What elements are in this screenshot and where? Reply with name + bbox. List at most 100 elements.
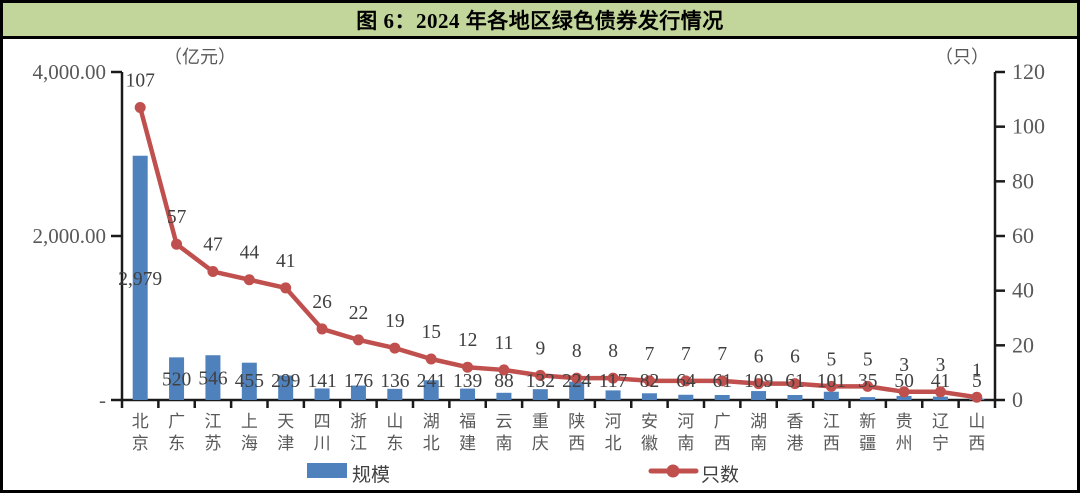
count-value-label: 47 [203, 235, 223, 256]
count-value-label: 57 [167, 207, 187, 228]
right-axis-tick-label: 80 [1012, 168, 1034, 193]
combo-chart: 4,000.00 2,000.00 - 120 100 80 60 40 20 0 （亿元） （只） 2… [33, 47, 1046, 486]
count-marker-陕西 [571, 372, 583, 384]
bar-四川 [314, 388, 330, 400]
bar-陕西 [569, 381, 585, 400]
count-value-label: 8 [572, 341, 582, 362]
bar-value-label: 299 [271, 371, 300, 392]
count-marker-贵州 [898, 386, 910, 398]
category-label-广西: 广西 [714, 412, 731, 453]
bar-value-label: 136 [380, 371, 410, 392]
count-marker-福建 [462, 361, 474, 373]
bar-value-label: 176 [344, 371, 374, 392]
bar-value-label: 224 [562, 371, 592, 392]
bar-value-label: 109 [744, 371, 773, 392]
category-label-山东: 山东 [386, 412, 403, 453]
bar-value-label: 88 [494, 371, 514, 392]
bar-浙江 [350, 385, 366, 400]
legend-label-line: 只数 [701, 464, 739, 486]
bar-上海 [241, 362, 257, 400]
count-value-label: 8 [608, 341, 618, 362]
count-value-label: 3 [936, 355, 946, 376]
count-value-label: 3 [899, 355, 909, 376]
bar-香港 [787, 394, 803, 400]
left-axis-tick-label: 4,000.00 [33, 60, 107, 84]
bar-辽宁 [932, 396, 948, 400]
count-marker-新疆 [862, 380, 874, 392]
count-value-label: 7 [717, 344, 727, 365]
count-marker-广东 [171, 238, 183, 250]
count-marker-北京 [134, 102, 146, 114]
count-value-label: 6 [754, 347, 764, 368]
bar-河北 [605, 390, 621, 400]
bar-value-label: 117 [599, 371, 628, 392]
count-value-label: 5 [863, 349, 873, 370]
count-marker-重庆 [534, 369, 546, 381]
count-marker-天津 [280, 282, 292, 294]
figure-title-bar: 图 6：2024 年各地区绿色债券发行情况 [3, 3, 1077, 39]
count-marker-辽宁 [934, 386, 946, 398]
bar-value-label: 2,979 [118, 269, 162, 290]
bar-山东 [387, 388, 403, 400]
category-label-新疆: 新疆 [859, 412, 876, 453]
bar-value-label: 82 [640, 371, 660, 392]
right-axis-tick-label: 120 [1012, 59, 1045, 84]
count-marker-上海 [243, 274, 255, 286]
bar-湖南 [751, 391, 767, 400]
bar-广西 [714, 394, 730, 400]
bar-value-label: 50 [894, 371, 914, 392]
count-marker-湖南 [753, 378, 765, 390]
bar-重庆 [532, 389, 548, 400]
category-label-上海: 上海 [241, 412, 258, 453]
left-axis-unit-label: （亿元） [164, 47, 236, 67]
right-axis-tick-label: 0 [1012, 387, 1023, 412]
legend-swatch-bar [307, 463, 347, 478]
category-label-河南: 河南 [677, 412, 694, 453]
count-line [137, 105, 980, 400]
category-label-江西: 江西 [823, 412, 840, 453]
count-marker-江苏 [207, 266, 219, 278]
count-value-label: 1 [972, 360, 982, 381]
category-label-四川: 四川 [314, 412, 331, 453]
category-label-湖南: 湖南 [750, 412, 767, 453]
left-axis-tick-label: - [99, 388, 106, 412]
count-value-label: 15 [421, 322, 441, 343]
bar-value-label: 520 [162, 370, 191, 391]
category-label-安徽: 安徽 [641, 412, 658, 453]
category-label-陕西: 陕西 [568, 412, 585, 453]
bar-新疆 [860, 397, 876, 400]
count-marker-浙江 [352, 334, 364, 346]
count-value-label: 41 [276, 251, 296, 272]
bar-value-label: 41 [931, 371, 951, 392]
count-marker-江西 [825, 380, 837, 392]
count-value-label: 22 [349, 303, 369, 324]
bar-value-label: 101 [817, 371, 846, 392]
count-marker-安徽 [643, 375, 655, 387]
figure-title: 图 6：2024 年各地区绿色债券发行情况 [356, 8, 724, 33]
bar-北京 [132, 155, 148, 400]
count-marker-四川 [316, 323, 328, 335]
bar-value-label: 64 [676, 371, 696, 392]
bar-天津 [278, 375, 294, 400]
right-axis-tick-label: 20 [1012, 332, 1034, 357]
bar-value-label: 5 [972, 371, 982, 392]
bar-value-label: 455 [235, 371, 264, 392]
bar-江苏 [205, 355, 221, 400]
right-axis-tick-label: 40 [1012, 278, 1034, 303]
count-marker-云南 [498, 364, 510, 376]
count-value-label: 19 [385, 311, 405, 332]
category-label-天津: 天津 [277, 412, 294, 453]
count-value-label: 9 [535, 338, 545, 359]
count-value-label: 107 [126, 71, 156, 92]
count-marker-山西 [971, 391, 983, 403]
count-marker-香港 [789, 378, 801, 390]
bar-value-label: 61 [785, 371, 805, 392]
count-value-label: 12 [458, 330, 478, 351]
category-label-重庆: 重庆 [532, 412, 549, 453]
category-label-辽宁: 辽宁 [932, 412, 949, 453]
bar-value-label: 546 [198, 369, 228, 390]
category-label-云南: 云南 [495, 412, 512, 453]
bar-value-label: 132 [526, 371, 555, 392]
count-value-label: 7 [681, 344, 691, 365]
